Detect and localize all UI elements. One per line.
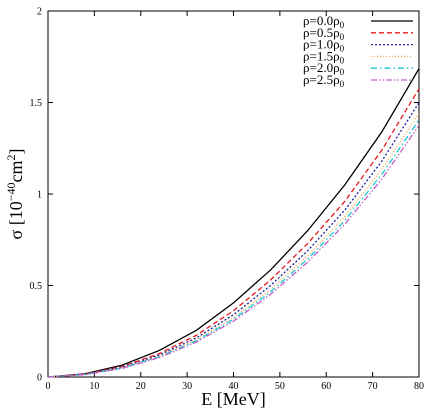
y-tick-label: 0 xyxy=(37,373,42,384)
x-tick-label: 80 xyxy=(414,381,424,392)
series-line-4 xyxy=(47,119,420,378)
y-axis-label-unit-open: [10 xyxy=(6,201,26,225)
legend-label-subscript: 0 xyxy=(340,79,345,89)
y-tick-label: 1 xyxy=(37,190,42,201)
axis-ticks: 0 10 20 30 40 50 60 70 80 0 0.5 1 1.5 2 xyxy=(30,7,425,393)
series-line-5 xyxy=(47,125,420,378)
x-tick-label: 20 xyxy=(136,381,146,392)
legend-label-text: ρ=2.5ρ xyxy=(303,72,340,87)
legend-label-subscript: 0 xyxy=(340,67,345,77)
plot-area xyxy=(47,10,420,378)
svg-text:σ [10−40cm2]: σ [10−40cm2] xyxy=(4,149,26,240)
y-axis-label-unit-close: ] xyxy=(6,149,26,155)
series-line-1 xyxy=(47,88,420,378)
y-axis-label-unit-exp: 2 xyxy=(4,155,18,161)
x-tick-label: 10 xyxy=(89,381,99,392)
axis-labels: E [MeV] σ [10−40cm2] xyxy=(4,149,266,408)
legend-label-subscript: 0 xyxy=(340,44,345,54)
legend-label-text: ρ=0.0ρ xyxy=(303,13,340,28)
plot-frame xyxy=(47,10,420,378)
x-tick-label: 30 xyxy=(182,381,192,392)
legend-label-3: ρ=1.5ρ0 xyxy=(303,48,345,65)
legend-label-1: ρ=0.5ρ0 xyxy=(303,25,345,42)
x-tick-label: 40 xyxy=(229,381,239,392)
x-tick-label: 50 xyxy=(275,381,285,392)
legend-label-subscript: 0 xyxy=(340,20,345,30)
legend-label-5: ρ=2.5ρ0 xyxy=(303,72,345,89)
y-axis-label-exponent: −40 xyxy=(4,183,18,202)
legend: ρ=0.0ρ0ρ=0.5ρ0ρ=1.0ρ0ρ=1.5ρ0ρ=2.0ρ0ρ=2.5… xyxy=(303,13,413,89)
y-axis-label: σ [10−40cm2] xyxy=(4,149,26,240)
x-tick-label: 0 xyxy=(46,381,51,392)
legend-label-2: ρ=1.0ρ0 xyxy=(303,37,345,54)
series-lines xyxy=(47,68,420,378)
legend-label-subscript: 0 xyxy=(340,32,345,42)
legend-label-0: ρ=0.0ρ0 xyxy=(303,13,345,30)
x-tick-label: 60 xyxy=(321,381,331,392)
series-line-3 xyxy=(47,113,420,378)
x-tick-label: 70 xyxy=(368,381,378,392)
y-axis-label-unit-mid: cm xyxy=(6,161,26,183)
legend-label-text: ρ=1.0ρ xyxy=(303,37,340,52)
legend-label-subscript: 0 xyxy=(340,55,345,65)
y-tick-label: 2 xyxy=(37,7,42,18)
legend-label-text: ρ=0.5ρ xyxy=(303,25,340,40)
legend-label-text: ρ=1.5ρ xyxy=(303,48,340,63)
series-line-0 xyxy=(47,68,420,378)
y-tick-label: 0.5 xyxy=(30,281,43,292)
y-axis-label-symbol: σ xyxy=(6,225,26,239)
legend-label-text: ρ=2.0ρ xyxy=(303,60,340,75)
y-tick-label: 1.5 xyxy=(30,98,43,109)
legend-label-4: ρ=2.0ρ0 xyxy=(303,60,345,77)
series-line-2 xyxy=(47,102,420,378)
x-axis-label: E [MeV] xyxy=(201,389,265,408)
